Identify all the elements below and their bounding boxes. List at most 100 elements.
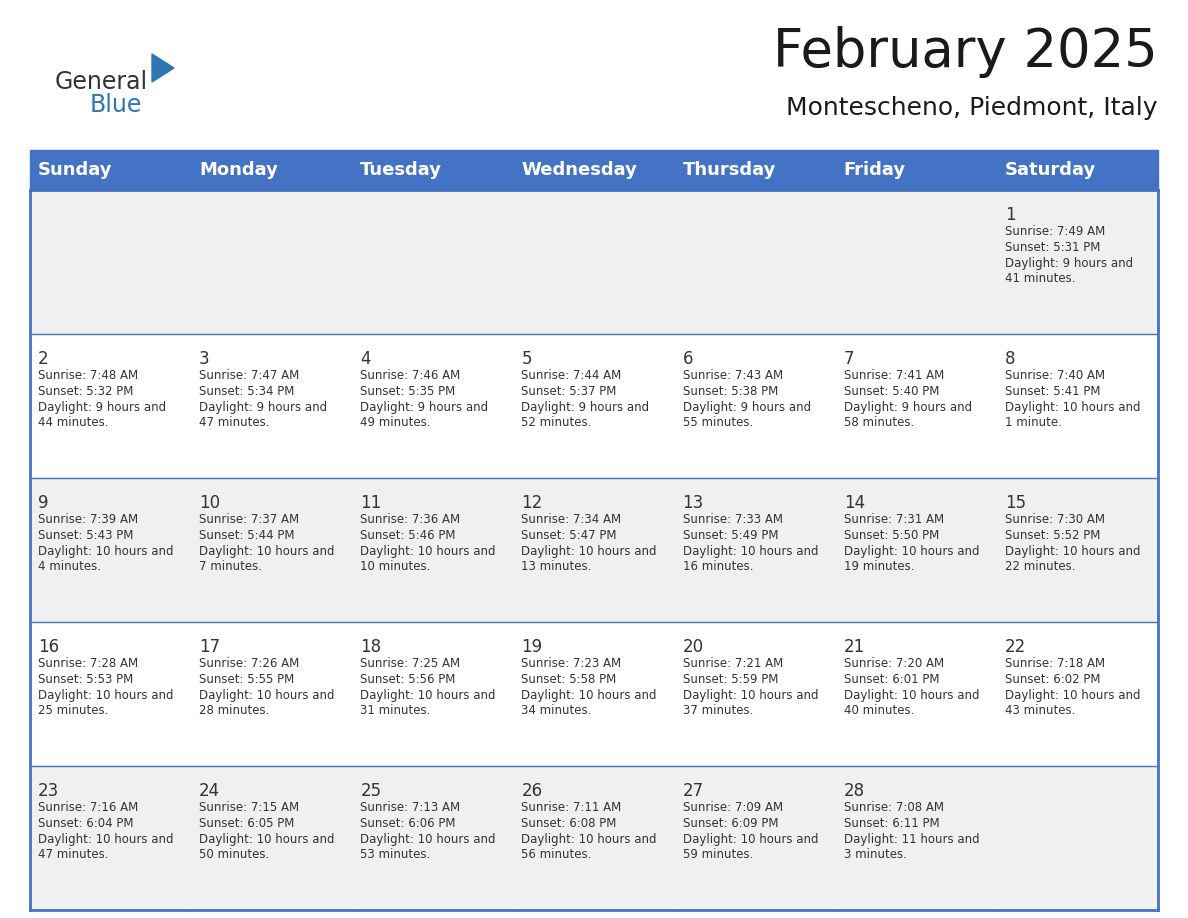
Bar <box>675 622 835 766</box>
Text: Sunset: 5:43 PM: Sunset: 5:43 PM <box>38 529 133 542</box>
Bar <box>675 190 835 334</box>
Text: 19 minutes.: 19 minutes. <box>843 560 915 573</box>
Text: Sunset: 6:05 PM: Sunset: 6:05 PM <box>200 817 295 830</box>
Text: 37 minutes.: 37 minutes. <box>683 704 753 717</box>
Text: 47 minutes.: 47 minutes. <box>200 416 270 429</box>
Text: Sunrise: 7:08 AM: Sunrise: 7:08 AM <box>843 801 943 814</box>
Text: Tuesday: Tuesday <box>360 161 442 179</box>
Bar <box>997 766 1158 910</box>
Text: Sunset: 5:47 PM: Sunset: 5:47 PM <box>522 529 617 542</box>
Text: Sunset: 5:46 PM: Sunset: 5:46 PM <box>360 529 456 542</box>
Text: Sunday: Sunday <box>38 161 113 179</box>
Text: Sunset: 5:55 PM: Sunset: 5:55 PM <box>200 673 295 686</box>
Bar <box>191 478 353 622</box>
Text: Sunrise: 7:25 AM: Sunrise: 7:25 AM <box>360 657 461 670</box>
Text: 4: 4 <box>360 350 371 368</box>
Text: 40 minutes.: 40 minutes. <box>843 704 914 717</box>
Text: Daylight: 9 hours and: Daylight: 9 hours and <box>200 401 327 414</box>
Text: Saturday: Saturday <box>1005 161 1097 179</box>
Text: 13: 13 <box>683 494 703 512</box>
Text: 10 minutes.: 10 minutes. <box>360 560 431 573</box>
Bar <box>513 190 675 334</box>
Bar <box>513 478 675 622</box>
Text: Wednesday: Wednesday <box>522 161 637 179</box>
Text: Sunset: 5:44 PM: Sunset: 5:44 PM <box>200 529 295 542</box>
Text: 28: 28 <box>843 782 865 800</box>
Text: 10: 10 <box>200 494 220 512</box>
Bar <box>513 766 675 910</box>
Bar <box>675 478 835 622</box>
Text: Daylight: 10 hours and: Daylight: 10 hours and <box>843 689 979 702</box>
Text: Sunset: 6:09 PM: Sunset: 6:09 PM <box>683 817 778 830</box>
Text: 21: 21 <box>843 638 865 656</box>
Bar <box>353 190 513 334</box>
Text: Sunset: 5:49 PM: Sunset: 5:49 PM <box>683 529 778 542</box>
Text: Sunrise: 7:18 AM: Sunrise: 7:18 AM <box>1005 657 1105 670</box>
Bar <box>191 334 353 478</box>
Text: Sunrise: 7:37 AM: Sunrise: 7:37 AM <box>200 513 299 526</box>
Bar <box>513 622 675 766</box>
Text: Daylight: 10 hours and: Daylight: 10 hours and <box>360 689 495 702</box>
Bar <box>997 478 1158 622</box>
Text: Sunrise: 7:39 AM: Sunrise: 7:39 AM <box>38 513 138 526</box>
Text: Sunset: 5:59 PM: Sunset: 5:59 PM <box>683 673 778 686</box>
Text: Sunrise: 7:49 AM: Sunrise: 7:49 AM <box>1005 225 1105 238</box>
Bar <box>675 766 835 910</box>
Text: Daylight: 10 hours and: Daylight: 10 hours and <box>522 545 657 558</box>
Bar <box>353 622 513 766</box>
Text: 4 minutes.: 4 minutes. <box>38 560 101 573</box>
Bar <box>835 334 997 478</box>
Text: 6: 6 <box>683 350 693 368</box>
Text: Daylight: 11 hours and: Daylight: 11 hours and <box>843 833 979 846</box>
Text: Sunset: 5:35 PM: Sunset: 5:35 PM <box>360 385 455 398</box>
Text: 2: 2 <box>38 350 49 368</box>
Text: Sunrise: 7:28 AM: Sunrise: 7:28 AM <box>38 657 138 670</box>
Text: Sunset: 5:34 PM: Sunset: 5:34 PM <box>200 385 295 398</box>
Bar <box>997 190 1158 334</box>
Text: 22 minutes.: 22 minutes. <box>1005 560 1075 573</box>
Text: Sunset: 5:38 PM: Sunset: 5:38 PM <box>683 385 778 398</box>
Text: 27: 27 <box>683 782 703 800</box>
Text: 44 minutes.: 44 minutes. <box>38 416 108 429</box>
Text: 20: 20 <box>683 638 703 656</box>
Text: Sunset: 5:31 PM: Sunset: 5:31 PM <box>1005 241 1100 254</box>
Text: Daylight: 10 hours and: Daylight: 10 hours and <box>843 545 979 558</box>
Text: Sunrise: 7:23 AM: Sunrise: 7:23 AM <box>522 657 621 670</box>
Text: Sunrise: 7:36 AM: Sunrise: 7:36 AM <box>360 513 461 526</box>
Text: Sunset: 5:56 PM: Sunset: 5:56 PM <box>360 673 456 686</box>
Text: Sunrise: 7:16 AM: Sunrise: 7:16 AM <box>38 801 138 814</box>
Text: Sunrise: 7:43 AM: Sunrise: 7:43 AM <box>683 369 783 382</box>
Text: Sunset: 6:08 PM: Sunset: 6:08 PM <box>522 817 617 830</box>
Text: Daylight: 10 hours and: Daylight: 10 hours and <box>522 833 657 846</box>
Text: Daylight: 10 hours and: Daylight: 10 hours and <box>38 833 173 846</box>
Text: Montescheno, Piedmont, Italy: Montescheno, Piedmont, Italy <box>786 96 1158 120</box>
Text: Blue: Blue <box>90 93 143 117</box>
Text: Sunset: 5:52 PM: Sunset: 5:52 PM <box>1005 529 1100 542</box>
Text: Sunset: 6:06 PM: Sunset: 6:06 PM <box>360 817 456 830</box>
Text: 53 minutes.: 53 minutes. <box>360 848 430 861</box>
Bar <box>30 766 191 910</box>
Text: General: General <box>55 70 148 94</box>
Text: 50 minutes.: 50 minutes. <box>200 848 270 861</box>
Text: Daylight: 10 hours and: Daylight: 10 hours and <box>360 833 495 846</box>
Bar <box>997 622 1158 766</box>
Text: February 2025: February 2025 <box>773 26 1158 78</box>
Text: Sunrise: 7:41 AM: Sunrise: 7:41 AM <box>843 369 944 382</box>
Bar <box>513 334 675 478</box>
Bar <box>191 766 353 910</box>
Text: Sunrise: 7:33 AM: Sunrise: 7:33 AM <box>683 513 783 526</box>
Text: Friday: Friday <box>843 161 905 179</box>
Text: Sunset: 5:50 PM: Sunset: 5:50 PM <box>843 529 939 542</box>
Text: Sunset: 5:58 PM: Sunset: 5:58 PM <box>522 673 617 686</box>
Bar <box>353 334 513 478</box>
Text: Daylight: 10 hours and: Daylight: 10 hours and <box>200 833 335 846</box>
Text: 34 minutes.: 34 minutes. <box>522 704 592 717</box>
Text: 43 minutes.: 43 minutes. <box>1005 704 1075 717</box>
Text: 1 minute.: 1 minute. <box>1005 416 1062 429</box>
Polygon shape <box>152 54 173 82</box>
Text: 9: 9 <box>38 494 49 512</box>
Bar <box>835 478 997 622</box>
Text: Daylight: 10 hours and: Daylight: 10 hours and <box>1005 689 1140 702</box>
Bar <box>835 622 997 766</box>
Bar <box>997 334 1158 478</box>
